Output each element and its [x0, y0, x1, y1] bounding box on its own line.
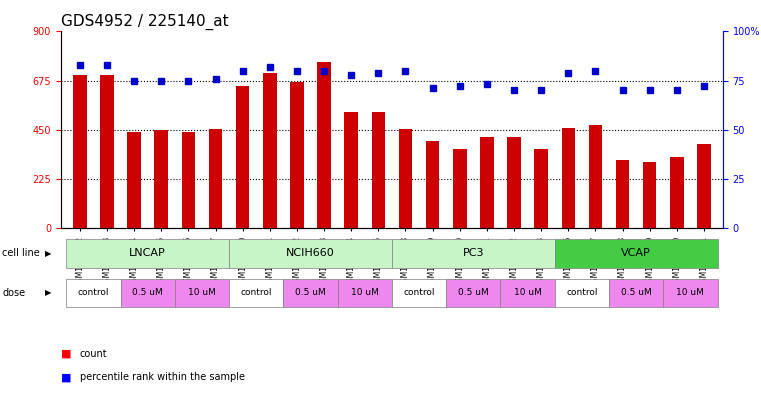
- Bar: [664, 279, 718, 307]
- Text: 10 uM: 10 uM: [351, 288, 379, 297]
- Bar: [66, 279, 120, 307]
- Text: 0.5 uM: 0.5 uM: [295, 288, 326, 297]
- Text: 0.5 uM: 0.5 uM: [132, 288, 163, 297]
- Text: 10 uM: 10 uM: [188, 288, 216, 297]
- Bar: [616, 160, 629, 228]
- Text: dose: dose: [2, 288, 25, 298]
- Bar: [73, 75, 87, 228]
- Bar: [697, 144, 711, 228]
- Bar: [508, 137, 521, 228]
- Bar: [453, 149, 466, 228]
- Bar: [66, 239, 229, 268]
- Text: 0.5 uM: 0.5 uM: [458, 288, 489, 297]
- Bar: [127, 132, 141, 228]
- Bar: [480, 137, 494, 228]
- Bar: [154, 130, 168, 228]
- Bar: [392, 279, 446, 307]
- Bar: [229, 239, 392, 268]
- Bar: [263, 73, 276, 228]
- Bar: [317, 62, 331, 228]
- Bar: [120, 279, 175, 307]
- Bar: [290, 82, 304, 228]
- Bar: [534, 149, 548, 228]
- Bar: [345, 112, 358, 228]
- Text: ▶: ▶: [45, 288, 51, 297]
- Bar: [446, 279, 501, 307]
- Bar: [555, 279, 609, 307]
- Bar: [392, 239, 555, 268]
- Text: count: count: [80, 349, 107, 359]
- Text: control: control: [240, 288, 272, 297]
- Bar: [589, 125, 602, 228]
- Bar: [643, 162, 657, 228]
- Bar: [670, 157, 683, 228]
- Text: ▶: ▶: [45, 249, 51, 258]
- Bar: [501, 279, 555, 307]
- Text: 10 uM: 10 uM: [514, 288, 542, 297]
- Bar: [209, 129, 222, 228]
- Bar: [555, 239, 718, 268]
- Bar: [100, 75, 114, 228]
- Text: NCIH660: NCIH660: [286, 248, 335, 259]
- Text: 0.5 uM: 0.5 uM: [621, 288, 651, 297]
- Bar: [229, 279, 283, 307]
- Bar: [426, 141, 439, 228]
- Bar: [371, 112, 385, 228]
- Text: control: control: [78, 288, 109, 297]
- Text: control: control: [566, 288, 597, 297]
- Bar: [236, 86, 250, 228]
- Bar: [182, 132, 195, 228]
- Text: percentile rank within the sample: percentile rank within the sample: [80, 372, 245, 382]
- Bar: [338, 279, 392, 307]
- Text: cell line: cell line: [2, 248, 40, 259]
- Text: ■: ■: [61, 372, 72, 382]
- Text: LNCAP: LNCAP: [129, 248, 166, 259]
- Bar: [562, 127, 575, 228]
- Text: ■: ■: [61, 349, 72, 359]
- Text: control: control: [403, 288, 435, 297]
- Bar: [609, 279, 664, 307]
- Bar: [283, 279, 338, 307]
- Text: PC3: PC3: [463, 248, 484, 259]
- Bar: [175, 279, 229, 307]
- Text: 10 uM: 10 uM: [677, 288, 705, 297]
- Bar: [399, 129, 412, 228]
- Text: VCAP: VCAP: [621, 248, 651, 259]
- Text: GDS4952 / 225140_at: GDS4952 / 225140_at: [61, 14, 228, 30]
